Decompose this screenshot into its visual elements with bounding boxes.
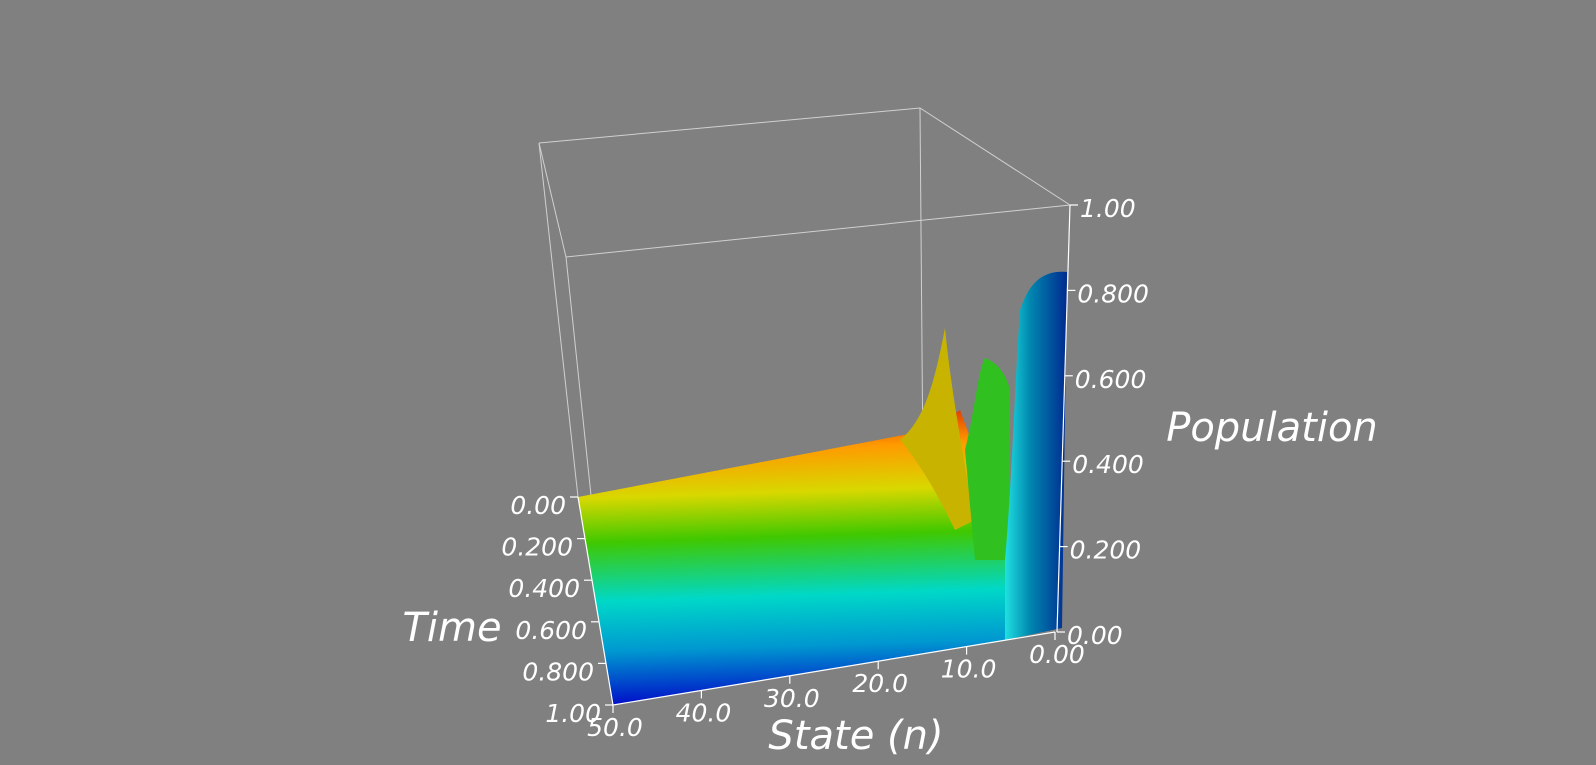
x-tick-label: 40.0 — [676, 698, 732, 727]
y-axis-title: Time — [402, 605, 501, 651]
population-axis — [1056, 204, 1071, 633]
surface — [578, 271, 1067, 705]
z-axis-title: Population — [1166, 405, 1378, 451]
y-tick-label: 0.200 — [501, 533, 573, 562]
time-axis — [577, 496, 614, 706]
state-axis — [612, 631, 1056, 706]
z-tick-label: 0.400 — [1072, 450, 1144, 479]
y-tick-label: 0.600 — [515, 616, 587, 645]
z-tick-label: 1.00 — [1080, 194, 1136, 223]
x-tick-label: 50.0 — [587, 713, 643, 742]
x-tick-label: 10.0 — [941, 655, 997, 684]
y-tick-label: 0.800 — [522, 657, 594, 686]
y-tick-label: 0.00 — [510, 491, 566, 520]
y-tick-label: 0.400 — [508, 574, 580, 603]
z-tick-label: 0.600 — [1075, 365, 1147, 394]
x-tick-label: 30.0 — [764, 684, 820, 713]
x-tick-label: 0.00 — [1029, 640, 1085, 669]
z-tick-label: 0.00 — [1067, 621, 1123, 650]
z-tick-label: 0.200 — [1070, 536, 1142, 565]
z-tick-label: 0.800 — [1077, 279, 1149, 308]
axes — [577, 204, 1071, 706]
x-tick-label: 20.0 — [852, 669, 908, 698]
x-axis-title: State (n) — [768, 713, 943, 759]
y-tick-label: 1.00 — [545, 699, 601, 728]
